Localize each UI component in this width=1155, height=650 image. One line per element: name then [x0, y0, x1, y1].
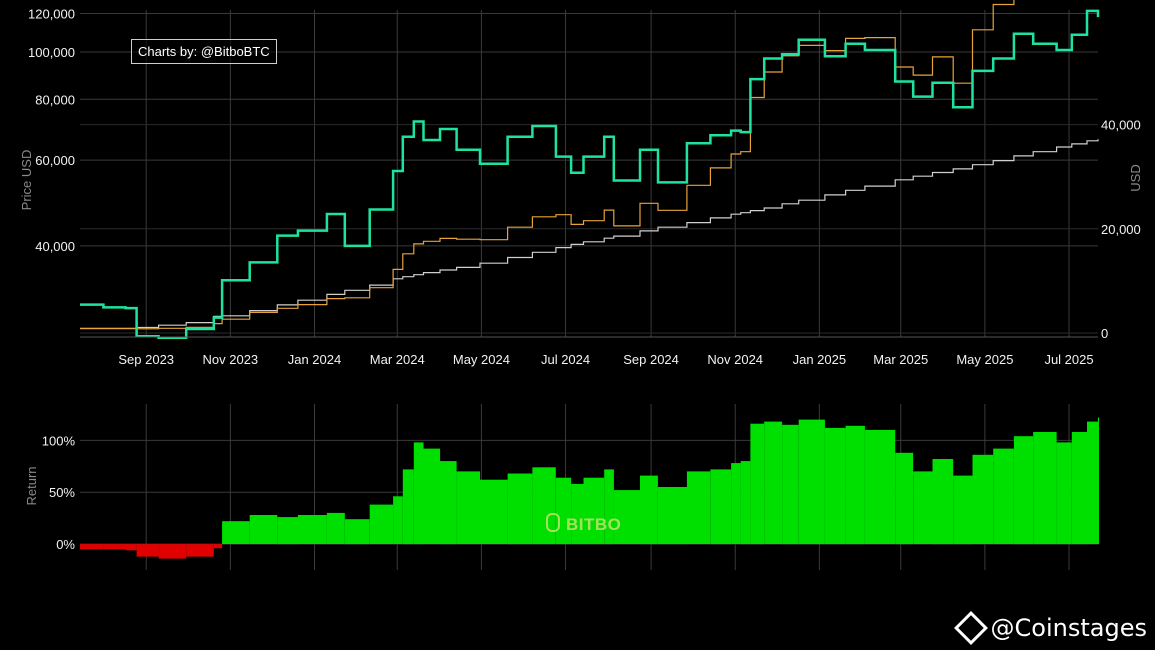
return-bar [913, 471, 933, 544]
return-bar [297, 515, 327, 544]
bitbo-wordmark: BITBO [546, 513, 621, 535]
x-tick-label: Jul 2025 [1044, 352, 1093, 367]
x-tick-label: Nov 2024 [707, 352, 763, 367]
return-bar [864, 429, 896, 544]
return-bar [480, 479, 508, 544]
return-bar [158, 544, 187, 559]
x-tick-label: May 2025 [956, 352, 1013, 367]
price-tick-label: 100,000 [28, 45, 75, 60]
binance-square-logo-icon [953, 611, 988, 645]
x-tick-label: Nov 2023 [203, 352, 259, 367]
return-bar [440, 461, 457, 545]
return-bar [798, 419, 825, 545]
portfolio-value-line [80, 0, 1015, 330]
return-bar [571, 483, 584, 545]
usd-tick-label: 40,000 [1101, 118, 1141, 133]
return-tick-label: 100% [42, 433, 76, 448]
return-bar [895, 452, 914, 545]
return-bar [249, 515, 278, 544]
return-bar [604, 469, 614, 545]
return-bar [423, 448, 441, 544]
return-bar [932, 459, 954, 545]
top-panel-grid [80, 10, 1098, 337]
return-bar [1033, 432, 1057, 545]
return-bar [731, 463, 741, 544]
return-bar [1087, 421, 1098, 544]
return-bar [186, 544, 214, 557]
return-bar [413, 442, 424, 545]
return-bar [213, 544, 223, 549]
return-bar [393, 496, 403, 544]
x-tick-label: Jan 2025 [793, 352, 847, 367]
bitbo-wordmark-text: BITBO [566, 515, 622, 534]
return-bar [326, 512, 345, 544]
return-bar [80, 544, 104, 550]
chart-credit-text: Charts by: @BitboBTC [138, 44, 270, 59]
return-bar [640, 475, 658, 545]
return-bar [1071, 432, 1087, 545]
return-bar [532, 467, 556, 545]
return-bar [845, 425, 865, 545]
return-axis-title: Return [24, 466, 39, 505]
return-bar [1013, 436, 1034, 545]
price-tick-label: 40,000 [35, 239, 75, 254]
x-tick-label: Mar 2025 [873, 352, 928, 367]
return-bar [686, 471, 711, 544]
coinstages-watermark-text: @Coinstages [990, 614, 1147, 642]
return-bar [402, 469, 414, 545]
price-tick-label: 80,000 [35, 92, 75, 107]
return-bar [750, 423, 765, 545]
bottom-panel-bars [80, 417, 1099, 559]
x-tick-label: May 2024 [453, 352, 510, 367]
x-tick-label: Sep 2023 [118, 352, 174, 367]
return-bar [710, 469, 732, 545]
return-bar [136, 544, 159, 557]
return-bar [344, 519, 370, 545]
return-bar [953, 475, 973, 545]
bottom-panel-axes: 0% 50% 100% [42, 433, 76, 552]
return-bar [222, 521, 250, 544]
return-tick-label: 0% [56, 537, 75, 552]
invested-line [80, 139, 1099, 329]
x-tick-label: Jul 2024 [541, 352, 590, 367]
return-tick-label: 50% [49, 485, 75, 500]
price-axis-title: Price USD [19, 150, 34, 211]
return-bar [369, 504, 394, 544]
return-bar [125, 544, 137, 551]
return-bar [1056, 442, 1072, 545]
return-bar [613, 490, 640, 544]
x-tick-label: Sep 2024 [623, 352, 679, 367]
x-tick-label: Jan 2024 [288, 352, 342, 367]
x-tick-label: Mar 2024 [370, 352, 425, 367]
price-tick-label: 60,000 [35, 153, 75, 168]
return-bar [782, 424, 799, 545]
bitbo-logo-icon [546, 513, 560, 532]
coinstages-watermark: @Coinstages [953, 611, 1147, 645]
return-bar [103, 544, 126, 550]
return-bar [764, 421, 783, 544]
chart-credit-label: Charts by: @BitboBTC [131, 39, 277, 64]
top-panel-axes: Sep 2023 Nov 2023 Jan 2024 Mar 2024 May 2024… [28, 6, 1141, 367]
price-tick-label: 120,000 [28, 6, 75, 21]
return-bar [824, 427, 846, 545]
btc-price-line [80, 9, 1100, 340]
top-panel-series [80, 0, 1100, 340]
usd-tick-label: 20,000 [1101, 222, 1141, 237]
usd-tick-label: 0 [1101, 326, 1108, 341]
return-bar [972, 454, 994, 544]
return-bar [583, 477, 605, 545]
usd-axis-title: USD [1128, 164, 1143, 191]
return-bar [993, 448, 1014, 544]
return-bar [277, 517, 298, 545]
return-bar [456, 471, 480, 544]
return-bar [1098, 417, 1099, 545]
return-bar [507, 473, 533, 545]
return-bar [740, 461, 751, 545]
return-bar [658, 487, 687, 545]
